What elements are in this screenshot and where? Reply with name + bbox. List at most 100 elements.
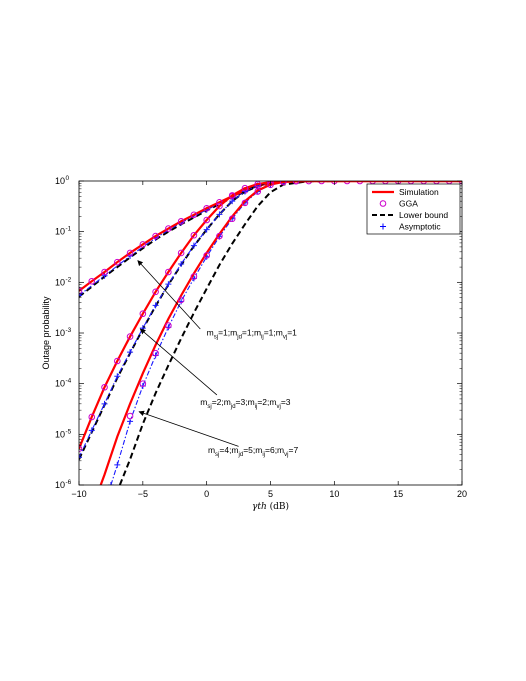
gga-marker bbox=[165, 322, 172, 329]
gga-marker bbox=[79, 287, 83, 295]
legend-swatch bbox=[379, 200, 387, 207]
asymptotic-marker bbox=[101, 272, 108, 279]
asymptotic-marker bbox=[79, 454, 82, 461]
y-tick-label: 10 bbox=[55, 176, 65, 186]
gga-marker bbox=[139, 380, 147, 387]
x-tick-label: −10 bbox=[71, 489, 86, 499]
gga-marker bbox=[241, 184, 249, 192]
gga-marker bbox=[190, 231, 198, 239]
x-tick-label: 20 bbox=[457, 489, 467, 499]
gga-marker bbox=[356, 181, 364, 185]
annotation-arrow bbox=[139, 328, 218, 396]
asymptotic-marker bbox=[216, 211, 223, 218]
gga-marker bbox=[114, 258, 121, 266]
x-tick-label: 10 bbox=[329, 489, 339, 499]
asymptotic-marker bbox=[127, 349, 134, 356]
gga-marker bbox=[79, 445, 83, 453]
gga-marker bbox=[152, 349, 159, 357]
y-tick-label: 10 bbox=[55, 429, 65, 439]
gga-marker bbox=[279, 181, 287, 186]
gga-marker bbox=[343, 181, 351, 185]
gga-marker bbox=[152, 288, 159, 296]
y-tick-label: 10 bbox=[55, 379, 65, 389]
asymptotic-line-2 bbox=[79, 181, 462, 458]
y-tick-label: 10 bbox=[55, 328, 65, 338]
annotation-label: msj=2;mjd=3;mij=2;mvj=3 bbox=[200, 397, 291, 410]
y-tick-exponent: -4 bbox=[66, 378, 72, 385]
legend-label: Lower bound bbox=[399, 210, 448, 220]
asymptotic-marker bbox=[190, 242, 197, 249]
gga-marker bbox=[126, 412, 134, 420]
gga-marker bbox=[139, 310, 147, 318]
legend-label: GGA bbox=[399, 199, 418, 209]
asymptotic-marker bbox=[114, 461, 121, 468]
x-tick-label: 0 bbox=[204, 489, 209, 499]
annotation-label: msj=1;mjd=1;mij=1;mvj=1 bbox=[207, 327, 298, 340]
asymptotic-marker bbox=[203, 226, 210, 233]
asymptotic-marker bbox=[178, 261, 185, 268]
legend-item-1: GGA bbox=[379, 199, 418, 209]
gga-marker bbox=[126, 249, 134, 257]
y-tick-label: 10 bbox=[55, 277, 65, 287]
x-tick-label: −5 bbox=[138, 489, 148, 499]
y-axis-title: Outage probability bbox=[41, 296, 51, 370]
gga-marker bbox=[203, 252, 210, 259]
y-tick-exponent: -3 bbox=[66, 327, 72, 334]
legend-swatch bbox=[380, 223, 386, 230]
gga-marker bbox=[177, 296, 185, 304]
asymptotic-marker bbox=[79, 292, 82, 299]
gga-marker bbox=[228, 215, 236, 223]
annotation-layer: msj=1;mjd=1;mij=1;mvj=1 msj=2;mjd=3;mij=2… bbox=[137, 260, 299, 458]
gga-marker bbox=[216, 202, 223, 210]
asymptotic-marker bbox=[101, 400, 108, 407]
gga-marker bbox=[165, 225, 172, 232]
y-tick-exponent: -5 bbox=[66, 428, 72, 435]
gga-marker bbox=[177, 249, 185, 257]
gga-marker bbox=[254, 188, 262, 195]
x-axis-title: γth (dB) bbox=[252, 501, 289, 512]
gga-marker bbox=[190, 211, 198, 219]
annotation-arrow bbox=[137, 260, 201, 330]
annotation-arrow bbox=[138, 410, 239, 447]
gga-marker bbox=[177, 218, 185, 225]
gga-marker bbox=[165, 268, 172, 276]
y-tick-exponent: -6 bbox=[66, 479, 72, 486]
legend-item-3: Asymptotic bbox=[380, 222, 441, 232]
x-tick-label: 15 bbox=[393, 489, 403, 499]
asymptotic-marker bbox=[127, 418, 134, 425]
y-tick-exponent: 0 bbox=[66, 175, 70, 182]
asymptotic-marker bbox=[88, 427, 95, 434]
annotation-1: msj=1;mjd=1;mij=1;mvj=1 bbox=[137, 260, 298, 340]
asymptotic-marker bbox=[107, 482, 114, 485]
asymptotic-marker bbox=[114, 373, 121, 380]
legend-label: Asymptotic bbox=[399, 222, 441, 232]
gga-marker bbox=[101, 383, 108, 391]
gga-marker bbox=[114, 357, 121, 365]
asymptotic-marker bbox=[165, 281, 172, 288]
gga-marker bbox=[88, 413, 96, 421]
gga-marker bbox=[203, 216, 210, 224]
gga-marker bbox=[88, 277, 96, 285]
legend-label: Simulation bbox=[399, 187, 439, 197]
gga-marker bbox=[203, 204, 210, 212]
gga-marker bbox=[190, 273, 198, 280]
annotation-2: msj=2;mjd=3;mij=2;mvj=3 bbox=[139, 328, 291, 410]
gga-marker bbox=[318, 181, 325, 185]
gga-marker bbox=[216, 232, 223, 240]
gga-marker bbox=[241, 199, 249, 207]
legend-item-2: Lower bound bbox=[372, 210, 448, 220]
annotation-label: msj=4;mjd=5;mij=6;mvj=7 bbox=[208, 445, 299, 458]
y-tick-label: 10 bbox=[55, 480, 65, 490]
asymptotic-marker bbox=[229, 198, 236, 205]
gga-marker bbox=[101, 268, 108, 276]
y-tick-exponent: -1 bbox=[66, 226, 72, 233]
y-tick-exponent: -2 bbox=[66, 276, 72, 283]
gga-marker bbox=[139, 241, 147, 248]
x-tick-label: 5 bbox=[268, 489, 273, 499]
annotation-3: msj=4;mjd=5;mij=6;mvj=7 bbox=[138, 410, 299, 458]
asymptotic-marker bbox=[152, 302, 159, 309]
